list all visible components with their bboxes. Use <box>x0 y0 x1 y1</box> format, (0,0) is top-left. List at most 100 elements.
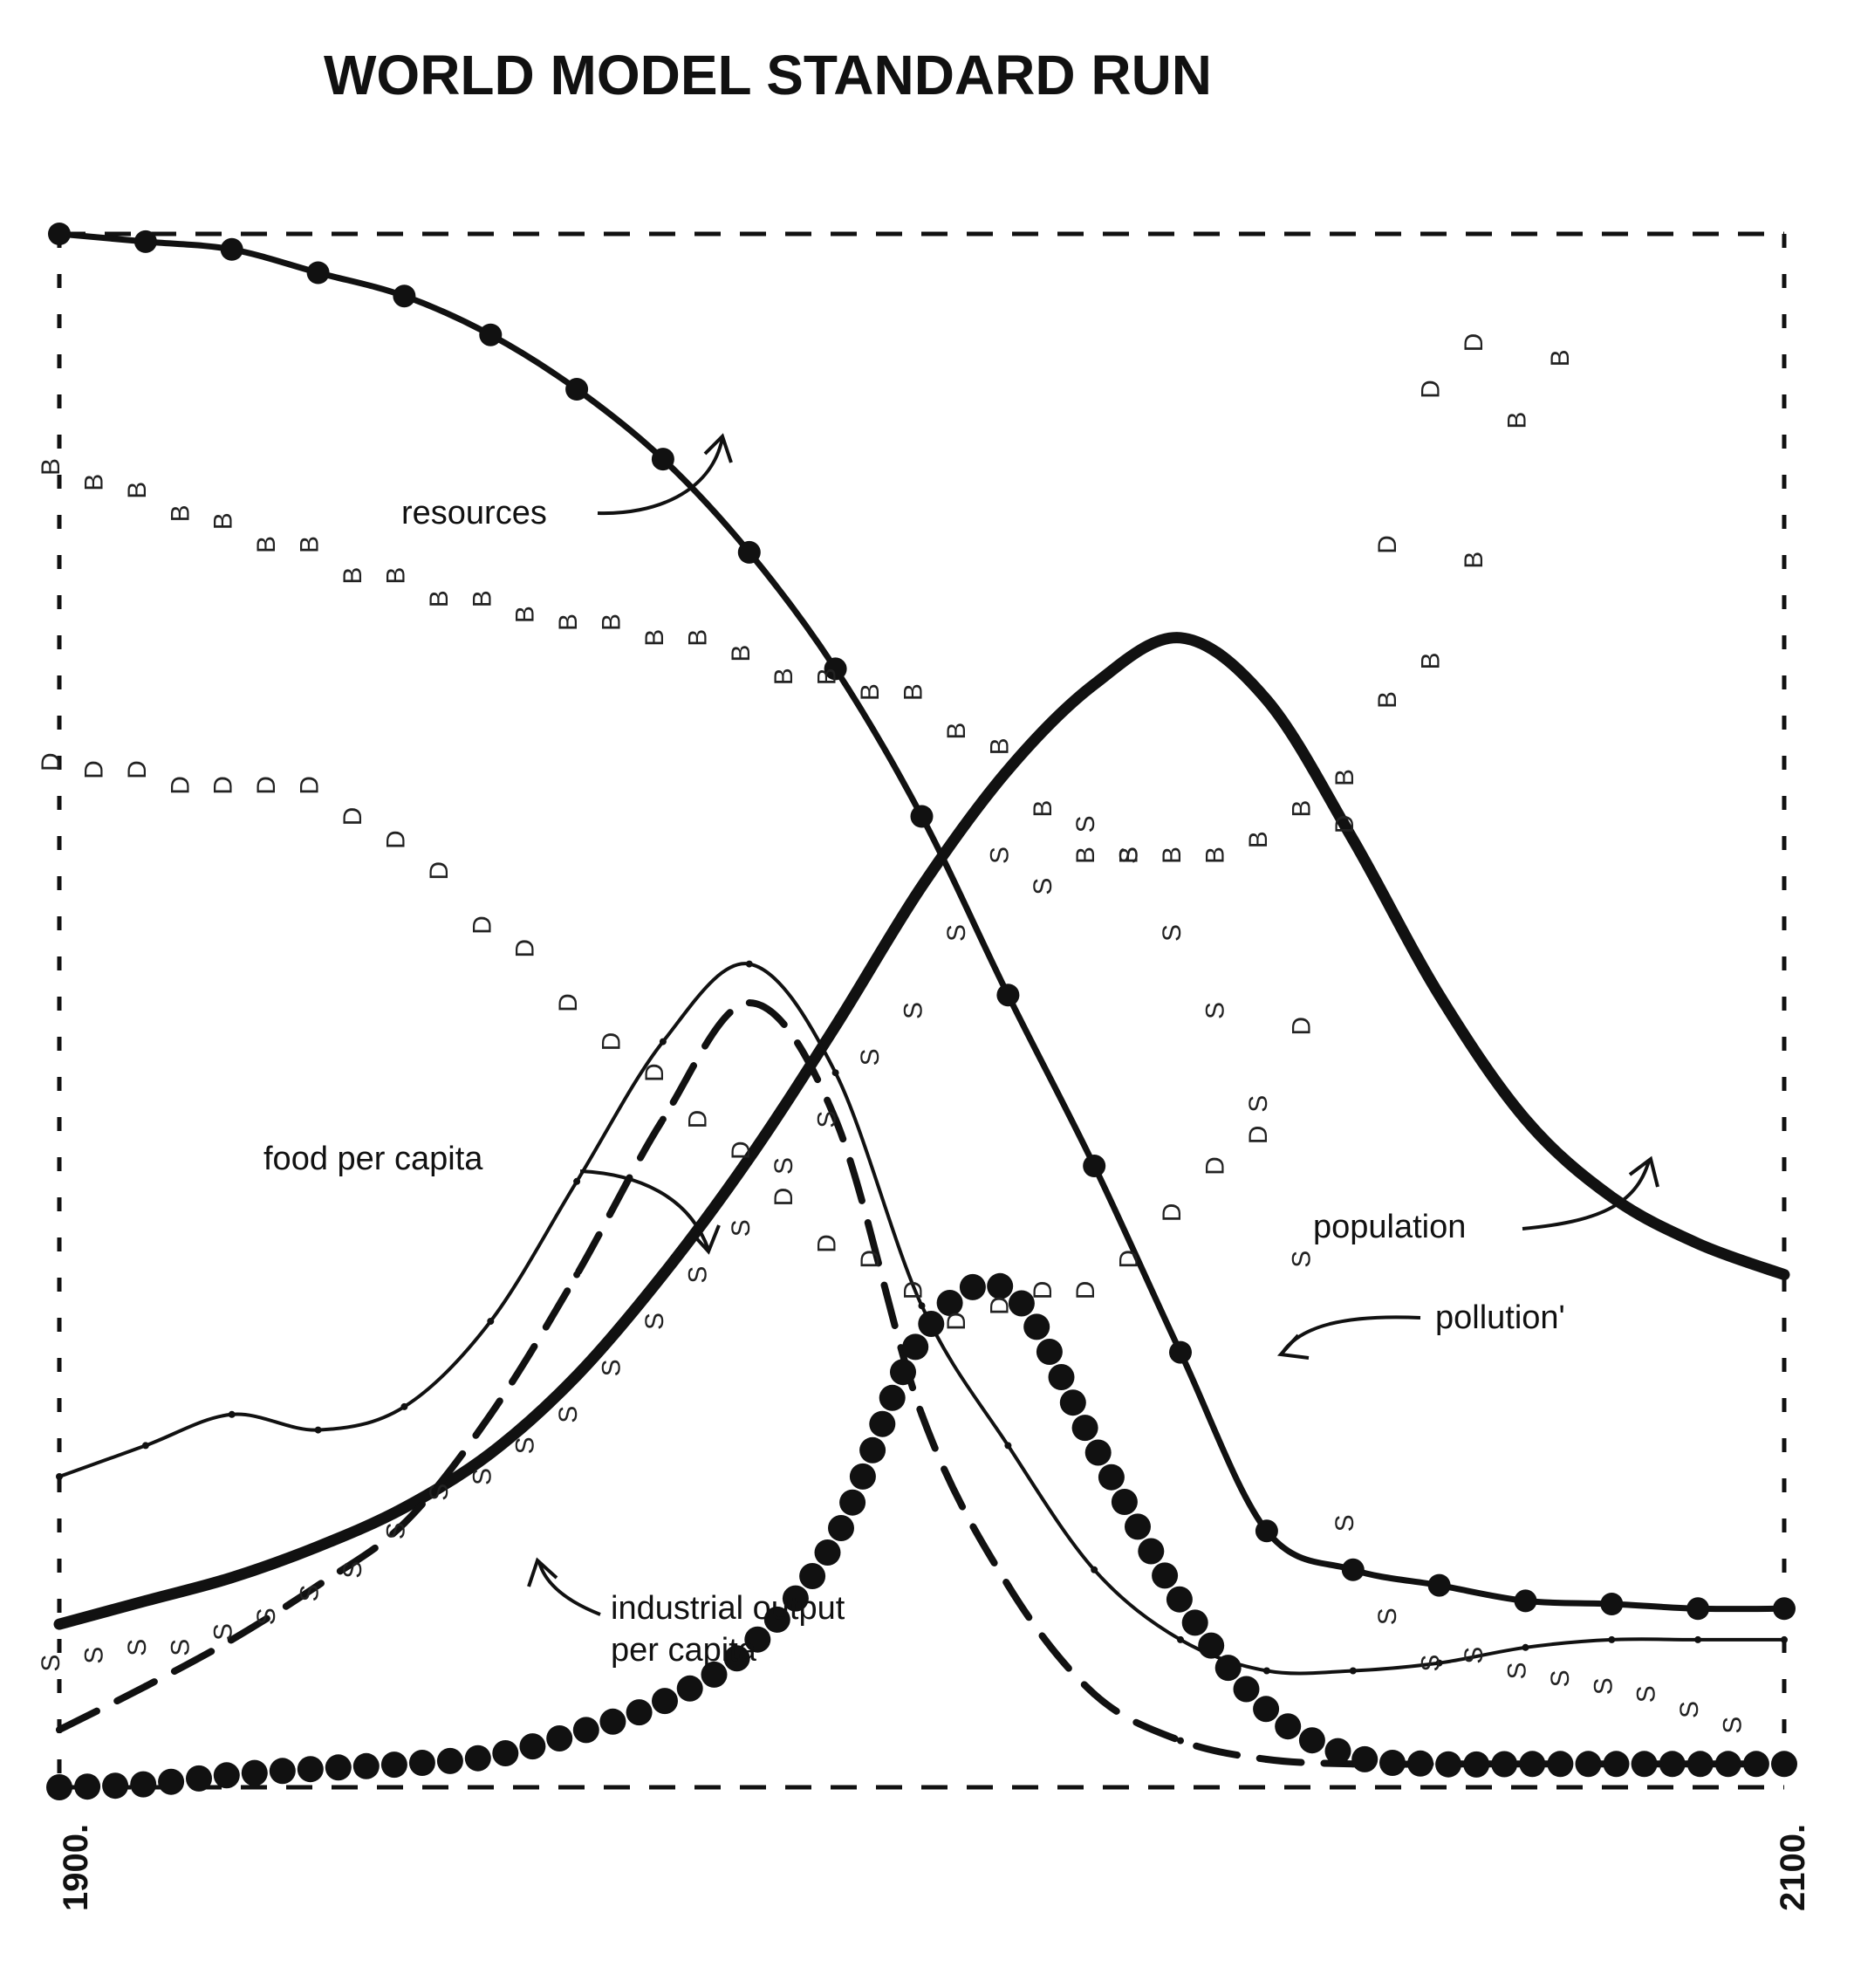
marker-b-13: B <box>598 614 626 631</box>
series-dot-pollution-0 <box>46 1774 72 1800</box>
marker-s-23: S <box>1029 878 1057 895</box>
marker-s-29: S <box>1287 1251 1316 1268</box>
marker-s-6: S <box>296 1584 325 1601</box>
series-dot-pollution-50 <box>1098 1464 1125 1491</box>
data-point-food-per-capita-0 <box>56 1473 63 1480</box>
marker-d-13: D <box>598 1032 626 1052</box>
series-dot-pollution-58 <box>1214 1655 1242 1682</box>
series-dot-pollution-41 <box>959 1273 986 1300</box>
series-dot-pollution-26 <box>744 1626 771 1653</box>
marker-s-39: S <box>1719 1717 1748 1734</box>
series-dot-pollution-47 <box>1059 1389 1086 1416</box>
series-dot-pollution-39 <box>918 1311 945 1337</box>
data-point-resources-13 <box>1169 1340 1192 1364</box>
series-dot-pollution-6 <box>213 1762 240 1789</box>
marker-d-31: D <box>1373 535 1402 554</box>
series-dot-pollution-43 <box>1008 1290 1035 1317</box>
marker-s-31: S <box>1373 1608 1402 1625</box>
series-dot-pollution-76 <box>1686 1751 1714 1778</box>
data-point-population-0 <box>56 1621 63 1628</box>
marker-d-9: D <box>425 861 454 881</box>
x-tick-label-end: 2100. <box>1774 1824 1812 1911</box>
series-dot-pollution-49 <box>1084 1439 1112 1466</box>
marker-b-29: B <box>1287 800 1316 818</box>
marker-s-25: S <box>1115 847 1144 864</box>
arrow-resources <box>597 437 724 516</box>
arrowhead-industrial-output <box>527 1557 558 1587</box>
data-point-resources-11 <box>996 984 1020 1007</box>
marker-b-31: B <box>1373 691 1402 709</box>
marker-d-10: D <box>468 915 496 935</box>
marker-d-17: D <box>770 1188 798 1207</box>
marker-b-17: B <box>770 668 798 685</box>
data-point-population-9 <box>831 1022 839 1030</box>
marker-b-2: B <box>123 482 152 499</box>
marker-s-7: S <box>339 1561 367 1579</box>
series-dot-pollution-37 <box>890 1359 916 1386</box>
series-dot-pollution-38 <box>902 1333 929 1361</box>
series-dot-pollution-8 <box>269 1758 296 1785</box>
data-point-population-19 <box>1694 1240 1702 1247</box>
series-dot-pollution-27 <box>763 1606 790 1633</box>
marker-b-4: B <box>209 512 238 530</box>
data-point-food-per-capita-14 <box>1262 1667 1270 1675</box>
data-point-food-per-capita-10 <box>918 1302 926 1310</box>
series-dot-pollution-57 <box>1198 1632 1225 1659</box>
marker-s-12: S <box>554 1406 583 1423</box>
data-point-industrial-output-per-capita-5 <box>487 1410 495 1418</box>
data-point-industrial-output-per-capita-13 <box>1177 1737 1184 1745</box>
data-point-food-per-capita-1 <box>141 1442 149 1450</box>
series-dot-pollution-13 <box>408 1750 435 1776</box>
marker-d-6: D <box>296 776 325 795</box>
series-dot-pollution-25 <box>723 1645 750 1672</box>
data-point-industrial-output-per-capita-9 <box>831 1115 839 1123</box>
series-dot-pollution-46 <box>1048 1364 1075 1390</box>
marker-b-15: B <box>683 629 712 647</box>
annotations: resources food per capita population pol… <box>263 433 1659 1669</box>
series-dot-pollution-34 <box>859 1436 886 1464</box>
data-point-population-15 <box>1349 836 1357 844</box>
arrowhead-food-per-capita <box>689 1224 721 1255</box>
series-dot-pollution-59 <box>1233 1676 1260 1703</box>
marker-b-35: B <box>1546 349 1575 367</box>
data-point-industrial-output-per-capita-3 <box>314 1581 322 1589</box>
marker-b-0: B <box>37 458 65 476</box>
data-point-resources-15 <box>1341 1558 1365 1581</box>
annotation-industrial-output-line2: per capita <box>611 1632 757 1669</box>
data-point-population-3 <box>314 1543 322 1551</box>
data-point-food-per-capita-6 <box>573 1177 581 1185</box>
data-point-population-17 <box>1522 1115 1529 1123</box>
marker-b-14: B <box>640 629 669 647</box>
series-dot-pollution-5 <box>186 1765 212 1792</box>
series-dot-pollution-10 <box>325 1754 352 1781</box>
marker-s-34: S <box>1503 1662 1532 1679</box>
data-point-industrial-output-per-capita-6 <box>573 1271 581 1278</box>
annotation-resources: resources <box>401 495 547 531</box>
series-dot-pollution-77 <box>1714 1751 1741 1778</box>
data-point-industrial-output-per-capita-4 <box>400 1519 408 1527</box>
marker-s-0: S <box>37 1655 65 1672</box>
series-dot-pollution-75 <box>1659 1751 1686 1778</box>
marker-s-24: S <box>1071 815 1100 833</box>
series-dot-pollution-66 <box>1407 1750 1433 1777</box>
marker-b-33: B <box>1460 552 1488 569</box>
series-dot-pollution-56 <box>1181 1609 1208 1636</box>
data-point-food-per-capita-15 <box>1349 1667 1357 1675</box>
marker-d-33: D <box>1460 333 1488 353</box>
marker-s-22: S <box>985 847 1014 864</box>
marker-d-11: D <box>511 939 540 958</box>
data-point-resources-14 <box>1255 1519 1278 1543</box>
annotation-industrial-output: industrial output per capita <box>611 1590 854 1669</box>
marker-d-14: D <box>640 1063 669 1082</box>
data-point-resources-1 <box>133 230 157 253</box>
series-dot-pollution-15 <box>464 1745 491 1772</box>
data-point-population-1 <box>141 1597 149 1605</box>
data-point-population-2 <box>228 1573 236 1581</box>
marker-s-18: S <box>813 1111 842 1128</box>
series-dot-pollution-45 <box>1036 1339 1063 1365</box>
marker-s-8: S <box>381 1522 410 1539</box>
series-dot-pollution-36 <box>879 1384 906 1411</box>
data-point-resources-4 <box>393 284 416 308</box>
data-point-resources-17 <box>1514 1589 1537 1613</box>
